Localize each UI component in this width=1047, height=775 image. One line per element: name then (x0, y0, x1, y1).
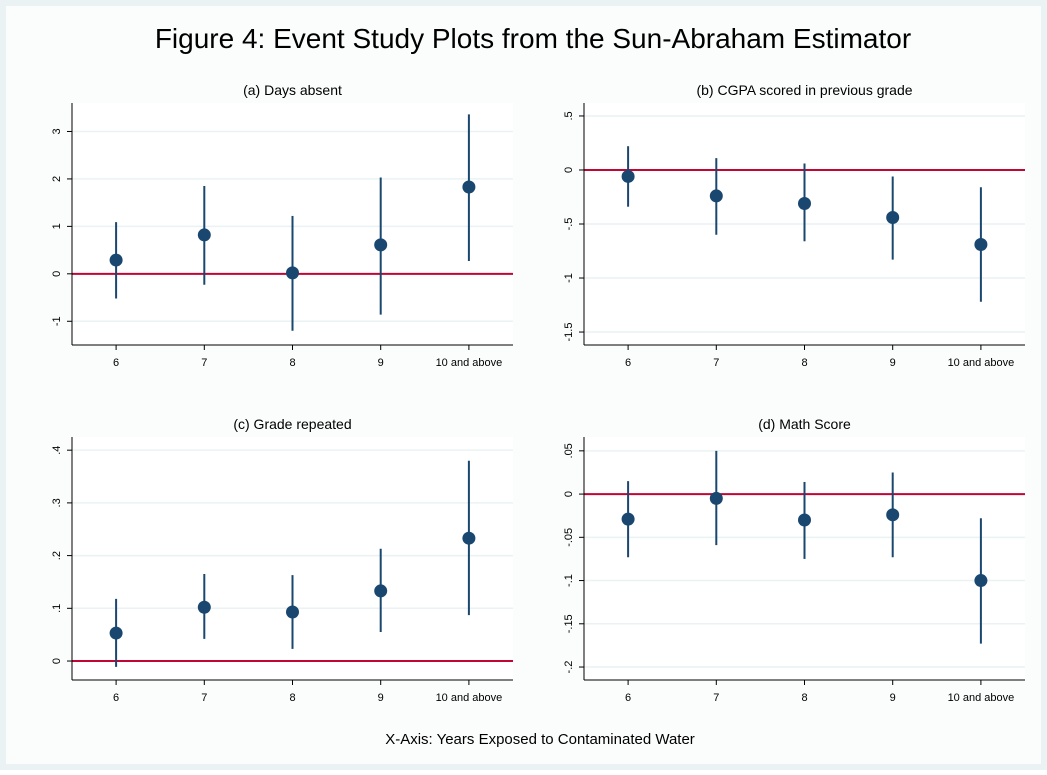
point (462, 531, 476, 545)
panel: (a) Days absent -1 0 1 2 3 6 7 8 9 10 and above (51, 82, 513, 369)
x-tick-label: 6 (113, 357, 119, 369)
y-tick-label: -1 (563, 273, 575, 283)
point (974, 238, 988, 252)
point (374, 584, 388, 598)
x-tick-label: 9 (890, 692, 896, 704)
point (621, 512, 635, 526)
y-tick-label: -1.5 (563, 323, 575, 342)
point (621, 169, 635, 183)
y-tick-label: -.5 (563, 218, 575, 231)
point (374, 238, 388, 252)
x-tick-label: 9 (378, 357, 384, 369)
point (709, 491, 723, 505)
y-tick-label: -.1 (563, 574, 575, 587)
y-tick-label: 0 (51, 271, 63, 277)
x-tick-label: 7 (201, 357, 207, 369)
y-tick-label: 2 (51, 176, 63, 182)
x-tick-label: 8 (289, 692, 295, 704)
y-tick-label: 0 (563, 167, 575, 173)
y-tick-label: .05 (563, 443, 575, 458)
x-tick-label: 9 (378, 692, 384, 704)
panel-title: (a) Days absent (243, 82, 342, 98)
x-tick-label: 6 (625, 357, 631, 369)
figure-title: Figure 4: Event Study Plots from the Sun… (155, 23, 911, 54)
x-tick-label: 7 (713, 357, 719, 369)
x-tick-label: 8 (801, 357, 807, 369)
point (109, 626, 123, 640)
y-tick-label: -.15 (563, 614, 575, 633)
point (709, 189, 723, 203)
x-tick-label: 9 (890, 357, 896, 369)
point (286, 605, 299, 619)
panel-title: (c) Grade repeated (233, 416, 351, 432)
point (798, 513, 811, 527)
y-tick-label: -.2 (563, 661, 575, 674)
y-tick-label: 0 (563, 491, 575, 497)
y-tick-label: .4 (51, 446, 63, 455)
panel-title: (d) Math Score (758, 416, 851, 432)
panel: (c) Grade repeated 0 .1 .2 .3 .4 6 7 8 9 10 and ab… (51, 416, 513, 704)
point (886, 211, 900, 225)
x-tick-label: 7 (713, 692, 719, 704)
y-tick-label: 0 (51, 658, 63, 664)
x-tick-label: 7 (201, 692, 207, 704)
point (197, 600, 211, 614)
y-tick-label: -.05 (563, 528, 575, 547)
point (286, 266, 299, 280)
point (462, 180, 476, 194)
point (886, 508, 900, 522)
y-tick-label: .1 (51, 604, 63, 613)
x-tick-label: 10 and above (948, 692, 1015, 704)
point (197, 228, 211, 242)
x-tick-label: 8 (289, 357, 295, 369)
panel: (d) Math Score -.2 -.15 -.1 -.05 0 .05 6 7 8 9 10 a… (563, 416, 1025, 704)
y-tick-label: .3 (51, 498, 63, 507)
caption: X-Axis: Years Exposed to Contaminated Wa… (385, 731, 695, 748)
point (974, 574, 988, 588)
x-tick-label: 10 and above (948, 357, 1015, 369)
x-tick-label: 10 and above (436, 357, 503, 369)
point (109, 253, 123, 267)
x-tick-label: 10 and above (436, 692, 503, 704)
panel: (b) CGPA scored in previous grade -1.5 -1 -… (563, 82, 1025, 369)
y-tick-label: .2 (51, 551, 63, 560)
y-tick-label: 1 (51, 223, 63, 229)
y-tick-label: 3 (51, 128, 63, 134)
y-tick-label: .5 (563, 111, 575, 120)
x-tick-label: 6 (625, 692, 631, 704)
x-tick-label: 6 (113, 692, 119, 704)
point (798, 196, 811, 210)
y-tick-label: -1 (51, 316, 63, 326)
x-tick-label: 8 (801, 692, 807, 704)
panel-title: (b) CGPA scored in previous grade (696, 82, 912, 98)
